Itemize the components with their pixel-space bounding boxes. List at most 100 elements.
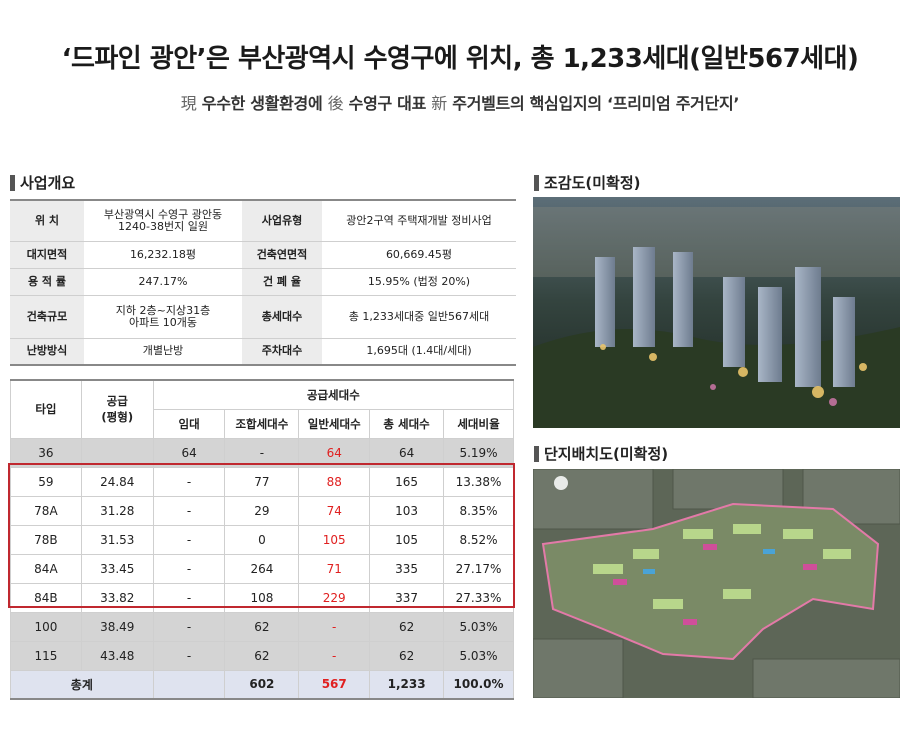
header-total: 총 세대수 — [369, 408, 445, 439]
supply-subheader-row: 임대 조합세대수 일반세대수 총 세대수 세대비율 — [11, 408, 514, 439]
supply-cell-general: 88 — [298, 466, 371, 497]
supply-cell-area: 43.48 — [80, 640, 154, 671]
supply-row: 100 38.49-62-62 5.03% — [10, 611, 514, 642]
supply-cell-total: 62 — [369, 640, 445, 671]
supply-cell-ratio: 13.38% — [443, 466, 514, 497]
header-rent: 임대 — [152, 408, 226, 439]
supply-cell-rent: 64 — [152, 437, 226, 468]
supply-cell-type: 84A — [10, 553, 82, 584]
supply-cell-total: 64 — [369, 437, 445, 468]
supply-cell-rent: - — [152, 524, 226, 555]
header-general: 일반세대수 — [298, 408, 371, 439]
supply-cell-rent: - — [152, 640, 226, 671]
subheadline-part: 現 — [180, 94, 197, 113]
supply-cell-general: 74 — [298, 495, 371, 526]
supply-cell-type: 78B — [10, 524, 82, 555]
overview-row: 건축규모 지하 2층~지상31층 아파트 10개동 총세대수 총 1,233세대중 일… — [10, 294, 516, 339]
overview-value: 부산광역시 수영구 광안동 1240-38번지 일원 — [84, 199, 242, 242]
overview-label: 대지면적 — [10, 240, 84, 269]
total-cell-general: 567 — [298, 669, 371, 700]
supply-cell-union: 0 — [224, 524, 300, 555]
section-marker-icon — [10, 174, 15, 191]
subheadline-part: 수영구 대표 — [343, 94, 432, 113]
overview-value: 15.95% (법정 20%) — [322, 267, 516, 296]
supply-cell-type: 100 — [10, 611, 82, 642]
supply-cell-type: 36 — [10, 437, 82, 468]
overview-row: 위 치 부산광역시 수영구 광안동 1240-38번지 일원 사업유형 광안2구역 주… — [10, 199, 516, 242]
overview-label: 건축규모 — [10, 294, 84, 339]
overview-label: 건 폐 율 — [242, 267, 322, 296]
supply-cell-ratio: 5.03% — [443, 611, 514, 642]
supply-cell-union: 108 — [224, 582, 300, 613]
supply-table: 타입 공급 (평형) 공급세대수 임대 조합세대수 일반세대수 총 세대수 세대… — [10, 379, 515, 700]
supply-cell-ratio: 8.35% — [443, 495, 514, 526]
supply-row: 78B 31.53-0 105 105 8.52% — [10, 524, 514, 555]
supply-cell-general: 71 — [298, 553, 371, 584]
page-subheadline: 現 우수한 생활환경에 後 수영구 대표 新 주거벨트의 핵심입지의 ‘프리미엄… — [0, 90, 920, 114]
supply-cell-ratio: 8.52% — [443, 524, 514, 555]
siteplan-title-label: 단지배치도(미확정) — [544, 445, 669, 463]
total-cell-total: 1,233 — [369, 669, 445, 700]
supply-cell-area — [80, 437, 154, 468]
overview-label: 주차대수 — [242, 337, 322, 366]
supply-cell-union: 77 — [224, 466, 300, 497]
overview-label: 위 치 — [10, 199, 84, 242]
overview-row: 대지면적 16,232.18평 건축연면적 60,669.45평 — [10, 240, 516, 269]
header-ratio: 세대비율 — [443, 408, 514, 439]
total-cell-label: 총계 — [10, 669, 154, 700]
supply-cell-type: 115 — [10, 640, 82, 671]
supply-cell-total: 105 — [369, 524, 445, 555]
supply-cell-type: 84B — [10, 582, 82, 613]
supply-cell-area: 24.84 — [80, 466, 154, 497]
supply-total-row: 총계 602 567 1,233 100.0% — [10, 669, 514, 700]
supply-row: 115 43.48-62-62 5.03% — [10, 640, 514, 671]
section-marker-icon — [534, 445, 539, 462]
overview-label: 사업유형 — [242, 199, 322, 242]
overview-label: 총세대수 — [242, 294, 322, 339]
overview-label: 용 적 률 — [10, 267, 84, 296]
overview-value: 총 1,233세대중 일반567세대 — [322, 294, 516, 339]
supply-row: 84A 33.45-264 71 335 27.17% — [10, 553, 514, 584]
supply-cell-rent: - — [152, 582, 226, 613]
supply-cell-rent: - — [152, 553, 226, 584]
aerial-section-title: 조감도(미확정) — [534, 172, 641, 193]
total-cell-union: 602 — [224, 669, 300, 700]
supply-row: 78A 31.28-29 74 103 8.35% — [10, 495, 514, 526]
supply-cell-type: 59 — [10, 466, 82, 497]
header-supply-group: 공급세대수 — [152, 379, 515, 410]
subheadline-part: 주거벨트의 핵심입지의 ‘프리미엄 주거단지’ — [447, 94, 740, 113]
supply-cell-ratio: 27.33% — [443, 582, 514, 613]
supply-cell-total: 335 — [369, 553, 445, 584]
supply-cell-area: 38.49 — [80, 611, 154, 642]
supply-cell-total: 337 — [369, 582, 445, 613]
overview-row: 용 적 률 247.17% 건 폐 율 15.95% (법정 20%) — [10, 267, 516, 296]
header-type: 타입 — [10, 379, 82, 439]
aerial-view-image — [533, 197, 900, 428]
supply-cell-general: - — [298, 640, 371, 671]
overview-value: 16,232.18평 — [84, 240, 242, 269]
compass-icon — [554, 476, 568, 490]
aerial-illustration — [533, 197, 900, 428]
supply-cell-rent: - — [152, 495, 226, 526]
supply-row: 59 24.84-77 88 165 13.38% — [10, 466, 514, 497]
overview-value: 60,669.45평 — [322, 240, 516, 269]
overview-section-label: 사업개요 — [20, 174, 76, 192]
supply-cell-general: 64 — [298, 437, 371, 468]
overview-value: 1,695대 (1.4대/세대) — [322, 337, 516, 366]
supply-row: 84B 33.82-108 229 337 27.33% — [10, 582, 514, 613]
supply-cell-rent: - — [152, 611, 226, 642]
overview-section-title: 사업개요 — [10, 172, 75, 193]
supply-cell-union: 264 — [224, 553, 300, 584]
overview-row: 난방방식 개별난방 주차대수 1,695대 (1.4대/세대) — [10, 337, 516, 366]
page-headline: ‘드파인 광안’은 부산광역시 수영구에 위치, 총 1,233세대(일반567… — [61, 44, 859, 74]
supply-cell-ratio: 27.17% — [443, 553, 514, 584]
header-union: 조합세대수 — [224, 408, 300, 439]
overview-label: 난방방식 — [10, 337, 84, 366]
supply-cell-ratio: 5.19% — [443, 437, 514, 468]
supply-cell-rent: - — [152, 466, 226, 497]
site-plan-image — [533, 469, 900, 698]
siteplan-section-title: 단지배치도(미확정) — [534, 443, 668, 464]
supply-cell-total: 103 — [369, 495, 445, 526]
supply-cell-total: 165 — [369, 466, 445, 497]
project-overview-table: 위 치 부산광역시 수영구 광안동 1240-38번지 일원 사업유형 광안2구역 주… — [10, 199, 516, 366]
